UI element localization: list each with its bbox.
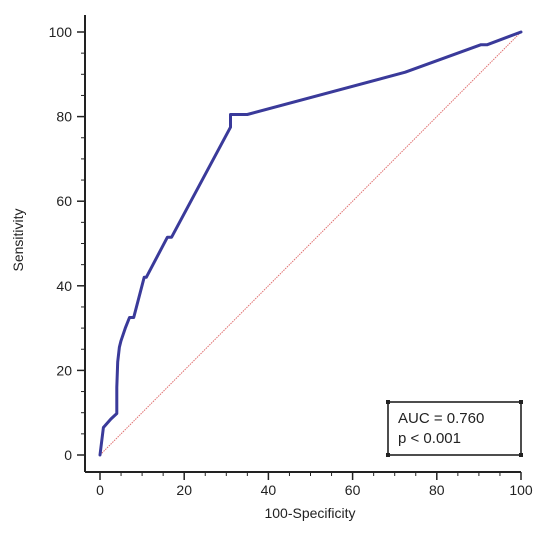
y-tick-label: 40	[56, 278, 72, 294]
y-tick-label: 80	[56, 109, 72, 125]
y-tick-label: 20	[56, 362, 72, 378]
x-tick-label: 80	[429, 482, 445, 498]
axis-ticks: 0 20 40 60 80 100 0 20 40 60 80 100	[49, 24, 533, 498]
x-axis-label: 100-Specificity	[264, 505, 355, 521]
y-axis-label: Sensitivity	[10, 208, 26, 271]
reference-diagonal-line	[99, 31, 522, 456]
x-tick-label: 100	[509, 482, 533, 498]
x-tick-label: 20	[176, 482, 192, 498]
roc-curve	[98, 30, 523, 457]
x-tick-label: 0	[96, 482, 104, 498]
data-series	[98, 30, 523, 457]
p-value-label: p < 0.001	[398, 430, 461, 447]
annotation-box: AUC = 0.760 p < 0.001	[386, 400, 523, 457]
y-tick-label: 0	[64, 447, 72, 463]
y-tick-label: 100	[49, 24, 73, 40]
y-tick-label: 60	[56, 193, 72, 209]
x-tick-label: 40	[261, 482, 277, 498]
x-tick-label: 60	[345, 482, 361, 498]
auc-label: AUC = 0.760	[398, 410, 484, 427]
